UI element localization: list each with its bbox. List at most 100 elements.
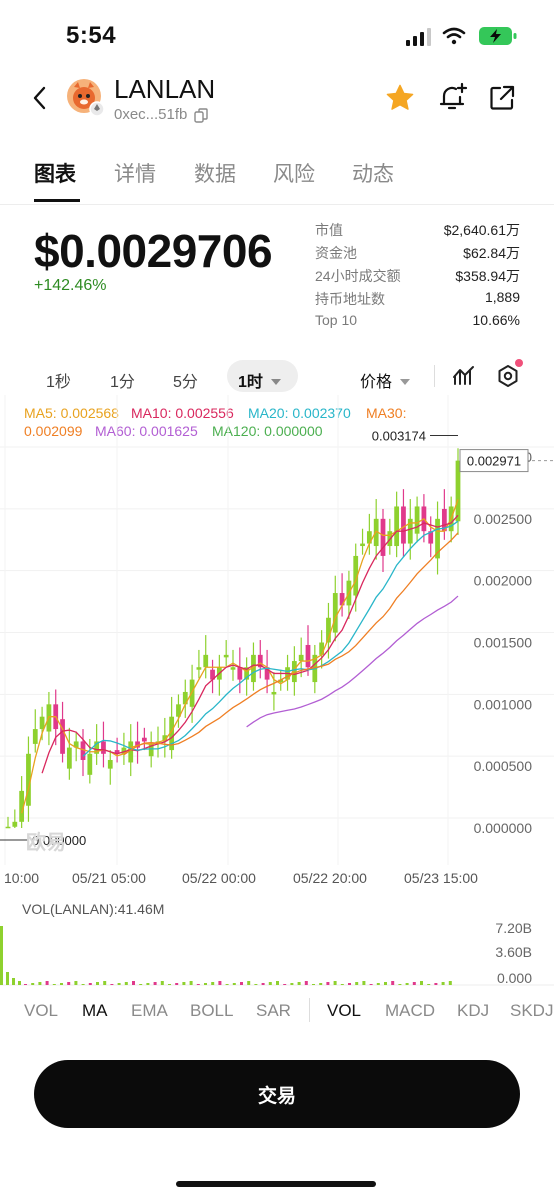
back-icon[interactable] xyxy=(32,86,48,115)
interval-1m[interactable]: 1分 xyxy=(110,374,135,391)
tab-data[interactable]: 数据 xyxy=(194,163,236,186)
volume-bar xyxy=(333,981,337,985)
volume-bar xyxy=(38,982,42,985)
chart-indicator-icon[interactable] xyxy=(452,364,476,393)
volume-bar xyxy=(441,982,445,985)
candle xyxy=(107,759,113,769)
x-axis-label: 05/22 20:00 xyxy=(293,870,367,886)
volume-label: VOL(LANLAN):41.46M xyxy=(22,901,165,917)
divider xyxy=(0,204,554,205)
candle xyxy=(196,667,202,670)
tab-activity[interactable]: 动态 xyxy=(352,163,394,186)
watermark: 欧易 xyxy=(26,832,66,854)
low-marker-label: 0.000000 xyxy=(32,833,86,848)
indicator-boll[interactable]: BOLL xyxy=(190,1001,234,1020)
ma5-legend: MA5: 0.002568 xyxy=(24,405,119,421)
indicator-skdj[interactable]: SKDJ xyxy=(510,1001,554,1020)
volume-bar xyxy=(132,981,135,985)
ma10-legend: MA10: 0.002556 xyxy=(131,405,234,421)
tab-risk[interactable]: 风险 xyxy=(273,163,315,186)
copy-icon[interactable] xyxy=(194,108,208,128)
candle xyxy=(339,593,345,606)
interval-1h-pill[interactable] xyxy=(227,360,298,392)
volume-bar xyxy=(175,983,179,985)
volume-bar xyxy=(340,984,344,985)
token-avatar xyxy=(66,78,105,117)
candle xyxy=(114,750,120,754)
candle xyxy=(332,593,338,633)
tab-details[interactable]: 详情 xyxy=(114,163,156,186)
tab-chart[interactable]: 图表 xyxy=(34,163,76,186)
stat-label-top10: Top 10 xyxy=(315,312,358,328)
tab-underline xyxy=(34,199,80,202)
volume-bar xyxy=(398,984,402,985)
token-address: 0xec...51fb xyxy=(114,106,188,123)
notification-dot xyxy=(515,359,523,367)
volume-bar xyxy=(110,984,114,985)
indicator-sub-vol[interactable]: VOL xyxy=(327,1001,362,1020)
volume-bar xyxy=(60,983,63,985)
candle xyxy=(441,508,447,532)
indicator-ma[interactable]: MA xyxy=(82,1001,108,1020)
volume-bar xyxy=(67,982,71,985)
candle xyxy=(407,518,413,544)
price-type-select[interactable]: 价格 xyxy=(360,374,393,391)
volume-axis-label: 0.000 xyxy=(497,970,532,986)
trade-button[interactable]: 交易 xyxy=(34,1060,520,1128)
candle xyxy=(394,506,400,547)
volume-bar xyxy=(312,984,315,985)
interval-5m[interactable]: 5分 xyxy=(173,374,198,391)
indicator-kdj[interactable]: KDJ xyxy=(457,1001,490,1020)
star-icon[interactable] xyxy=(384,82,416,119)
x-axis-label: 05/21 05:00 xyxy=(72,870,146,886)
volume-bar xyxy=(362,981,366,985)
settings-icon[interactable] xyxy=(496,364,520,393)
volume-bar xyxy=(355,982,359,985)
indicator-macd[interactable]: MACD xyxy=(385,1001,436,1020)
ma20-legend: MA20: 0.002370 xyxy=(248,405,351,421)
current-price-label: 0.002971 xyxy=(467,454,521,469)
volume-bar xyxy=(153,982,157,985)
add-alert-icon[interactable] xyxy=(436,82,468,119)
candle xyxy=(237,667,243,680)
volume-bar xyxy=(168,984,171,985)
volume-bar xyxy=(218,981,222,985)
interval-1s[interactable]: 1秒 xyxy=(46,374,71,391)
candle xyxy=(298,654,304,662)
volume-bar xyxy=(103,981,107,985)
candle xyxy=(5,826,11,829)
indicator-sar[interactable]: SAR xyxy=(256,1001,291,1020)
x-axis-label: 05/23 15:00 xyxy=(404,870,478,886)
share-icon[interactable] xyxy=(488,84,516,117)
indicator-ema[interactable]: EMA xyxy=(131,1001,168,1020)
volume-bar xyxy=(376,983,380,985)
volume-bar xyxy=(427,984,431,985)
volume-bar xyxy=(247,981,251,985)
ma120-legend: MA120: 0.000000 xyxy=(212,423,323,439)
volume-bar xyxy=(290,983,294,985)
volume-bar xyxy=(240,982,243,985)
signal-icon xyxy=(406,28,434,51)
candle xyxy=(73,741,79,748)
candle xyxy=(148,743,154,757)
ma30-line xyxy=(123,532,459,756)
x-axis-label: 10:00 xyxy=(4,870,39,886)
indicator-vol[interactable]: VOL xyxy=(24,1001,59,1020)
volume-bar xyxy=(448,981,452,985)
volume-bar xyxy=(182,982,186,985)
candle xyxy=(428,531,434,544)
interval-1h[interactable]: 1时 xyxy=(238,374,263,391)
ma30-legend: MA30: xyxy=(366,405,407,421)
stat-value-volume: $358.94万 xyxy=(455,268,520,284)
stat-label-holders: 持币地址数 xyxy=(315,291,385,307)
volume-bar xyxy=(369,984,373,985)
ma10-line xyxy=(41,514,459,774)
candle xyxy=(291,661,297,683)
volume-bar xyxy=(434,983,438,985)
candle xyxy=(435,518,440,559)
price-chart[interactable]: 0.000000 0.000500 0.001000 0.001500 0.002000… xyxy=(0,395,554,895)
candle xyxy=(87,753,93,775)
volume-bar xyxy=(254,984,258,985)
candle xyxy=(94,741,100,754)
volume-bar xyxy=(405,983,409,985)
